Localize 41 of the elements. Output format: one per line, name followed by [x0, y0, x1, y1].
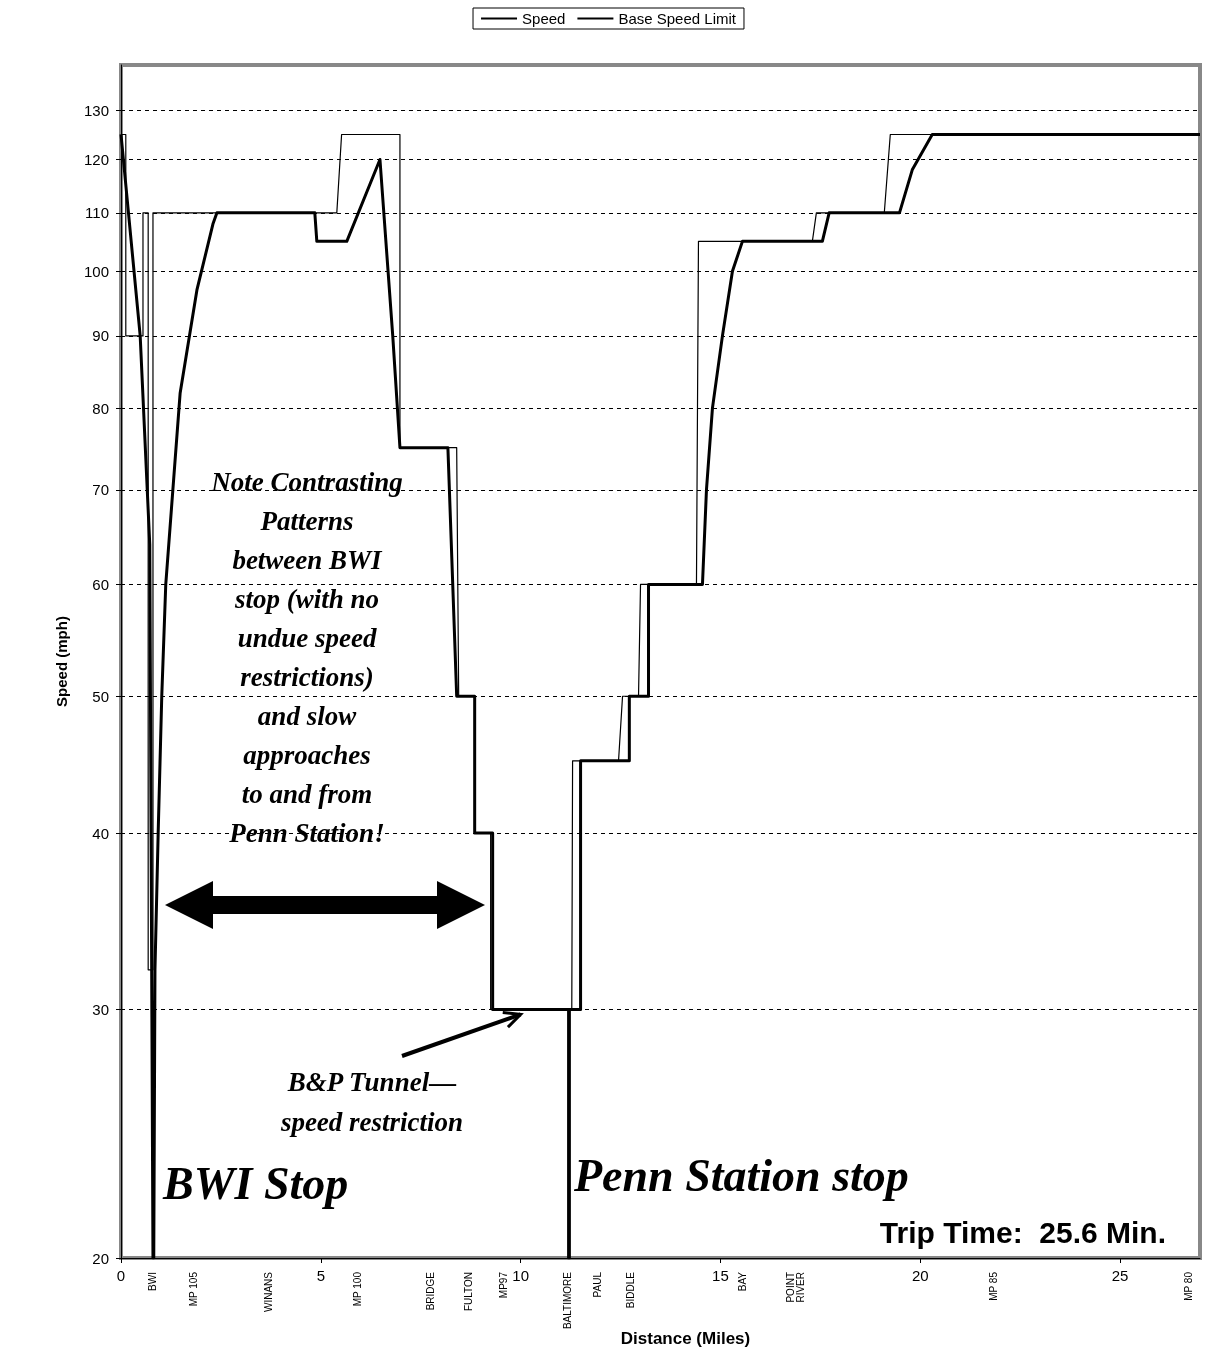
y-tick-label: 120	[83, 151, 109, 169]
annotation: Penn Station stop	[573, 1149, 909, 1201]
y-tick-label: 80	[92, 399, 109, 417]
x-tick-label: 10	[512, 1267, 529, 1284]
y-tick-label: 20	[92, 1249, 109, 1267]
text: BWI	[146, 1272, 158, 1291]
text: MP 80	[1182, 1271, 1194, 1301]
text: MP 105	[187, 1271, 199, 1307]
text: BIDDLE	[624, 1271, 636, 1309]
text: FULTON	[462, 1272, 474, 1312]
text: BRIDGE	[424, 1271, 436, 1311]
x-tick-label: 20	[911, 1267, 929, 1284]
text: MP 85	[987, 1271, 999, 1301]
text: Note Contrasting Patterns between BWI stop (with no undue speed restrictions) and slow approaches to and from Penn Station!	[211, 466, 403, 848]
x-tick-label: 5	[316, 1267, 325, 1284]
text: BALTIMORE	[561, 1271, 573, 1330]
text: BAY	[736, 1271, 748, 1292]
y-axis-title: Speed (mph)	[53, 616, 70, 707]
text: MP97	[497, 1271, 509, 1299]
y-tick-label: 100	[83, 262, 109, 280]
y-tick-label: 30	[92, 1000, 109, 1018]
x-tick-label: 15	[712, 1267, 729, 1284]
text: PAUL	[591, 1271, 603, 1298]
text: WINANS	[262, 1271, 274, 1312]
annotation: BWI Stop	[162, 1157, 349, 1209]
y-tick-label: 130	[83, 101, 109, 119]
x-tick-label: 25	[1111, 1267, 1129, 1284]
legend-label: Base Speed Limit	[618, 10, 737, 27]
annotation: Trip Time: 25.6 Min.	[879, 1215, 1166, 1249]
text: POINT RIVER	[784, 1272, 806, 1303]
annotation: B&P Tunnel— speed restriction	[279, 1067, 464, 1137]
y-tick-label: 90	[92, 327, 109, 345]
y-tick-label: 40	[92, 824, 109, 842]
y-tick-label: 70	[92, 481, 109, 499]
x-tick-label: 0	[116, 1267, 126, 1284]
text: MP 100	[351, 1271, 363, 1307]
y-tick-label: 60	[92, 575, 109, 593]
x-axis-title: Distance (Miles)	[620, 1329, 751, 1348]
y-tick-label: 110	[85, 204, 109, 222]
legend-label: Speed	[522, 10, 566, 27]
y-tick-label: 50	[92, 687, 109, 705]
